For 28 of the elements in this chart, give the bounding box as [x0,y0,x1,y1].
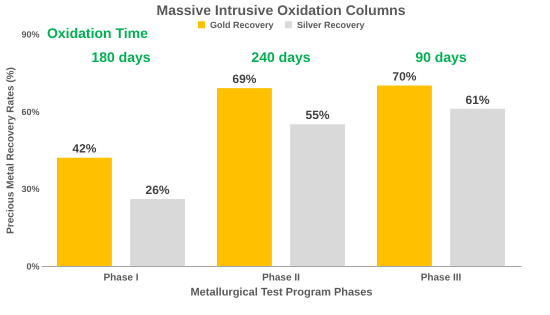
annotation: Oxidation Time [47,25,148,41]
bar [290,124,345,266]
y-tick-label: 90% [21,30,40,40]
legend-label: Silver Recovery [297,20,365,30]
y-tick-label: 60% [21,106,40,117]
legend-label: Gold Recovery [210,20,274,30]
data-label: 69% [232,72,257,86]
data-label: 55% [306,108,330,122]
y-tick-label: 0% [26,262,40,272]
y-axis-title: Precious Metal Recovery Rates (%) [5,67,16,234]
annotation: 240 days [251,49,311,65]
annotation: 90 days [415,49,467,65]
bar [57,158,112,266]
x-tick-label: Phase II [262,272,300,284]
x-tick-label: Phase III [420,272,462,284]
data-label: 42% [72,142,97,156]
bar [377,86,432,266]
bar [450,108,505,266]
data-label: 26% [146,182,170,197]
chart-title: Massive Intrusive Oxidation Columns [156,2,406,18]
annotation: 180 days [91,49,151,65]
x-axis-title: Metallurgical Test Program Phases [190,286,372,298]
y-tick-label: 30% [21,184,40,194]
bar [130,198,185,266]
x-tick-label: Phase I [103,272,139,284]
data-label: 61% [466,92,490,107]
bar [217,88,272,266]
data-label: 70% [392,70,417,84]
